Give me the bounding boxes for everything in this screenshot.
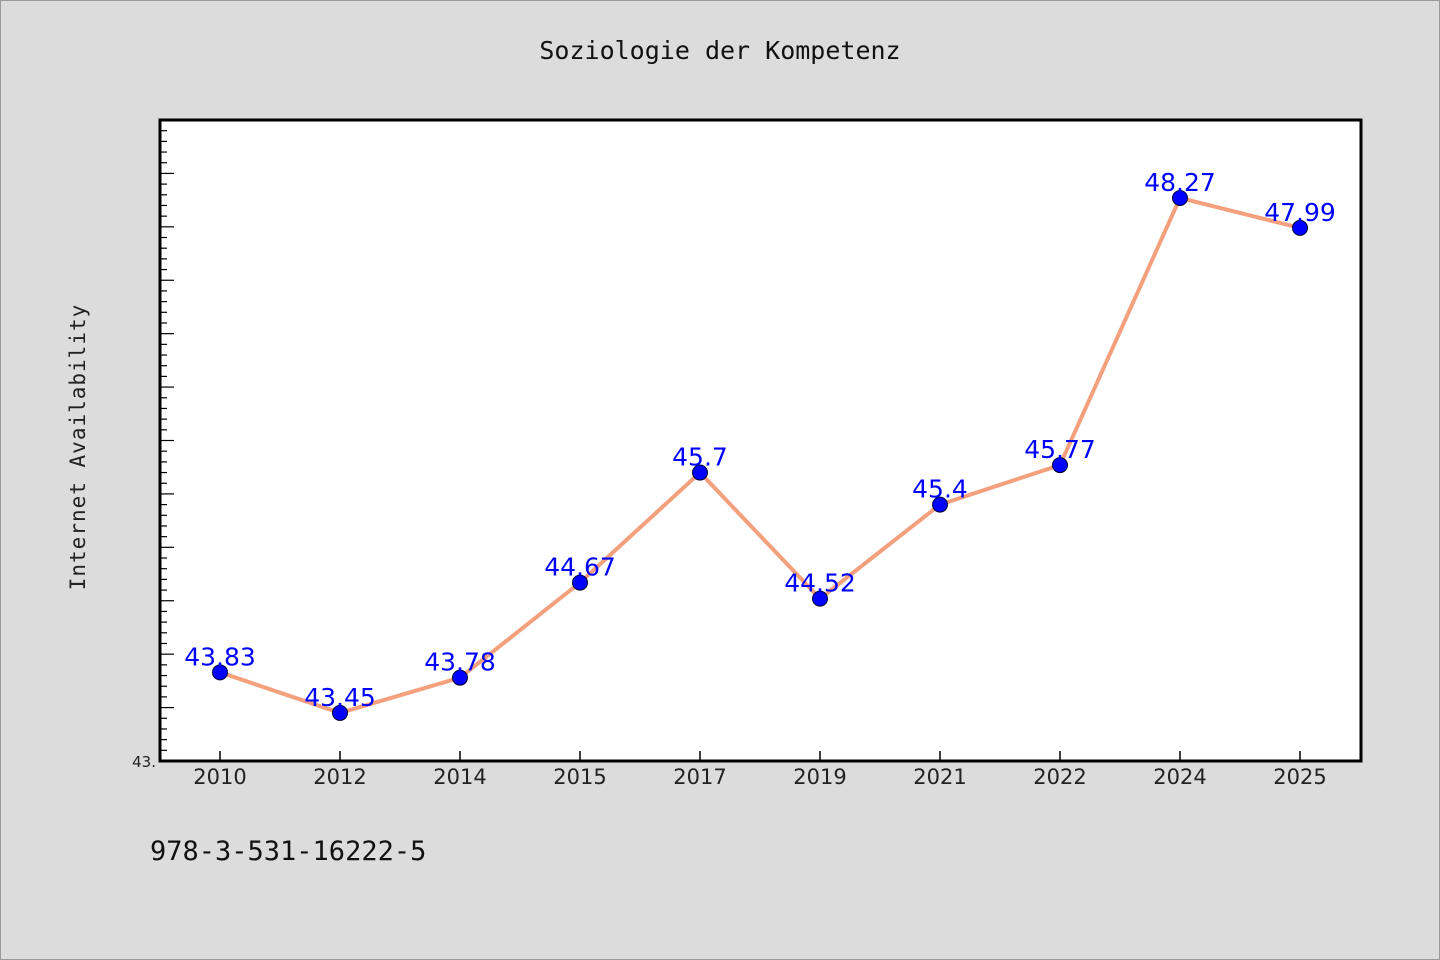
- data-label: 43.83: [184, 642, 256, 671]
- data-point: [452, 669, 468, 686]
- x-tick-label: 2017: [673, 765, 726, 789]
- data-label: 44.67: [544, 553, 616, 582]
- x-ticks: 2010 2012 2014 2015 2017 2019 2021 2022 2024 2025: [193, 751, 1327, 789]
- chart-title: Soziologie der Kompetenz: [539, 36, 901, 65]
- x-tick-label: 2019: [793, 765, 846, 789]
- plot-area: [160, 120, 1361, 761]
- data-point: [212, 664, 228, 681]
- data-label: 43.78: [424, 648, 496, 677]
- data-label: 48.27: [1144, 168, 1216, 197]
- data-label: 45.77: [1024, 435, 1096, 464]
- data-point: [692, 464, 708, 481]
- data-point: [1052, 457, 1068, 474]
- data-point: [812, 590, 828, 607]
- x-tick-label: 2022: [1033, 765, 1086, 789]
- series-line: [219, 195, 1301, 715]
- data-point: [572, 574, 588, 591]
- x-tick-label: 2012: [313, 765, 366, 789]
- data-label: 45.4: [912, 475, 968, 504]
- y-tick-label: 43.: [132, 753, 156, 771]
- x-tick-label: 2025: [1273, 765, 1326, 789]
- x-tick-label: 2015: [553, 765, 606, 789]
- x-tick-label: 2010: [193, 765, 246, 789]
- data-point: [1292, 219, 1308, 236]
- isbn-text: 978-3-531-16222-5: [150, 836, 427, 867]
- series-group: [212, 189, 1308, 721]
- data-point: [332, 704, 348, 721]
- x-tick-label: 2024: [1153, 765, 1206, 789]
- data-label: 45.7: [672, 443, 728, 472]
- data-label: 44.52: [784, 569, 856, 598]
- x-tick-label: 2021: [913, 765, 966, 789]
- data-labels: 43.83 43.45 43.78 44.67 45.7 44.52 45.4 45.77 48…: [184, 168, 1336, 712]
- data-label: 43.45: [304, 683, 376, 712]
- data-label: 47.99: [1264, 198, 1336, 227]
- y-ticks: 43.: [132, 119, 174, 771]
- x-tick-label: 2014: [433, 765, 486, 789]
- data-point: [1172, 189, 1188, 206]
- plot-border: [158, 118, 1363, 763]
- data-point: [932, 496, 948, 513]
